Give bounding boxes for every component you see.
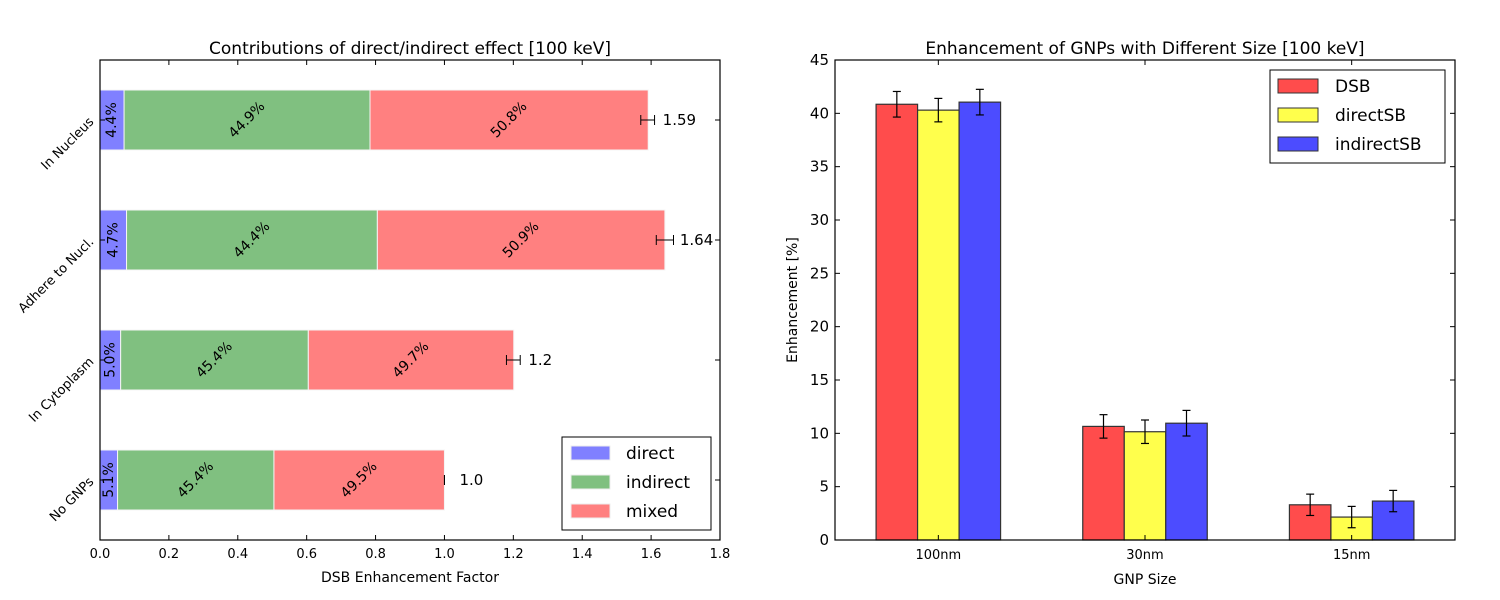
bar-DSB-30nm bbox=[1082, 425, 1125, 541]
bar-mixed-1 bbox=[307, 329, 515, 391]
legend-label-direct: direct bbox=[626, 444, 675, 464]
x-tick-label-2: 15nm bbox=[1333, 548, 1370, 563]
bar-mixed-2 bbox=[376, 209, 666, 271]
legend-swatch-directSB bbox=[1277, 107, 1319, 123]
pct-label-direct-2: 4.7% bbox=[105, 222, 121, 258]
x-tick-label-8: 1.6 bbox=[641, 547, 662, 562]
bar-directSB-100nm bbox=[916, 109, 960, 541]
y-tick-label-3: In Nucleus bbox=[39, 115, 98, 174]
x-tick-label-9: 1.8 bbox=[710, 547, 731, 562]
right-chart: Enhancement of GNPs with Different Size … bbox=[785, 39, 1456, 588]
y-tick-label-0: 0 bbox=[819, 531, 829, 549]
bar-indirectSB-30nm bbox=[1165, 422, 1208, 541]
right-y-axis-label: Enhancement [%] bbox=[785, 237, 801, 363]
legend-label-mixed: mixed bbox=[626, 502, 678, 522]
y-tick-label-1: 5 bbox=[819, 478, 829, 496]
left-chart: Contributions of direct/indirect effect … bbox=[16, 39, 731, 586]
y-tick-label-7: 35 bbox=[810, 158, 829, 176]
right-axes: 100nm 30nm 15nm 0 5 10 15 20 25 30 35 40 45 bbox=[810, 51, 1456, 563]
bar-mixed-3 bbox=[369, 89, 649, 151]
total-label-0: 1.0 bbox=[459, 471, 483, 489]
y-tick-label-4: 20 bbox=[810, 318, 829, 336]
y-tick-label-2: Adhere to Nucl. bbox=[16, 235, 98, 317]
legend-swatch-indirect bbox=[570, 474, 611, 490]
y-tick-label-9: 45 bbox=[810, 51, 829, 69]
y-tick-label-2: 10 bbox=[810, 424, 829, 442]
x-tick-label-5: 1.0 bbox=[434, 547, 455, 562]
bar-indirect-0 bbox=[117, 449, 275, 511]
bar-indirect-3 bbox=[123, 89, 371, 151]
pct-label-direct-1: 5.0% bbox=[102, 342, 118, 378]
legend-label-indirect: indirect bbox=[626, 473, 690, 493]
bar-indirect-1 bbox=[120, 329, 309, 391]
y-tick-label-3: 15 bbox=[810, 371, 829, 389]
legend-swatch-indirectSB bbox=[1277, 136, 1319, 152]
y-tick-label-5: 25 bbox=[810, 264, 829, 282]
left-bars: 5.1% 45.4% 49.5% 1.05.0% 45.4% 49.7% 1.24.7% 44… bbox=[99, 89, 713, 511]
legend-label-indirectSB: indirectSB bbox=[1335, 135, 1422, 155]
right-legend: DSB directSB indirectSB bbox=[1269, 69, 1446, 164]
legend-swatch-direct bbox=[570, 445, 611, 461]
bar-mixed-0 bbox=[273, 449, 445, 511]
y-tick-label-6: 30 bbox=[810, 211, 829, 229]
right-chart-title: Enhancement of GNPs with Different Size … bbox=[925, 39, 1364, 59]
x-tick-label-4: 0.8 bbox=[365, 547, 386, 562]
total-label-2: 1.64 bbox=[680, 231, 713, 249]
right-x-axis-label: GNP Size bbox=[1114, 572, 1177, 588]
left-x-axis-label: DSB Enhancement Factor bbox=[321, 570, 499, 586]
total-label-3: 1.59 bbox=[663, 111, 696, 129]
x-tick-label-1: 30nm bbox=[1126, 548, 1163, 563]
y-tick-label-1: In Cytoplasm bbox=[26, 355, 97, 426]
x-tick-label-2: 0.4 bbox=[227, 547, 248, 562]
y-tick-label-0: No GNPs bbox=[47, 475, 97, 525]
legend-label-directSB: directSB bbox=[1335, 106, 1406, 126]
total-label-1: 1.2 bbox=[528, 351, 552, 369]
x-tick-label-0: 100nm bbox=[915, 548, 961, 563]
bar-directSB-30nm bbox=[1123, 431, 1167, 541]
pct-label-direct-3: 4.4% bbox=[104, 102, 120, 138]
bar-indirectSB-100nm bbox=[958, 101, 1002, 541]
y-tick-label-8: 40 bbox=[810, 104, 829, 122]
right-plot-frame bbox=[834, 59, 1456, 541]
x-tick-label-1: 0.2 bbox=[159, 547, 180, 562]
pct-label-direct-0: 5.1% bbox=[101, 462, 117, 498]
legend-label-DSB: DSB bbox=[1335, 77, 1371, 97]
bar-DSB-100nm bbox=[875, 103, 919, 541]
bar-indirect-2 bbox=[126, 209, 378, 271]
left-legend: direct indirect mixed bbox=[561, 436, 712, 531]
left-plot-frame bbox=[99, 59, 721, 541]
legend-swatch-DSB bbox=[1277, 78, 1319, 94]
x-tick-label-7: 1.4 bbox=[572, 547, 593, 562]
x-tick-label-6: 1.2 bbox=[503, 547, 524, 562]
legend-swatch-mixed bbox=[570, 503, 611, 519]
right-bars bbox=[875, 88, 1415, 541]
x-tick-label-0: 0.0 bbox=[90, 547, 111, 562]
left-chart-title: Contributions of direct/indirect effect … bbox=[209, 39, 611, 59]
x-tick-label-3: 0.6 bbox=[296, 547, 317, 562]
